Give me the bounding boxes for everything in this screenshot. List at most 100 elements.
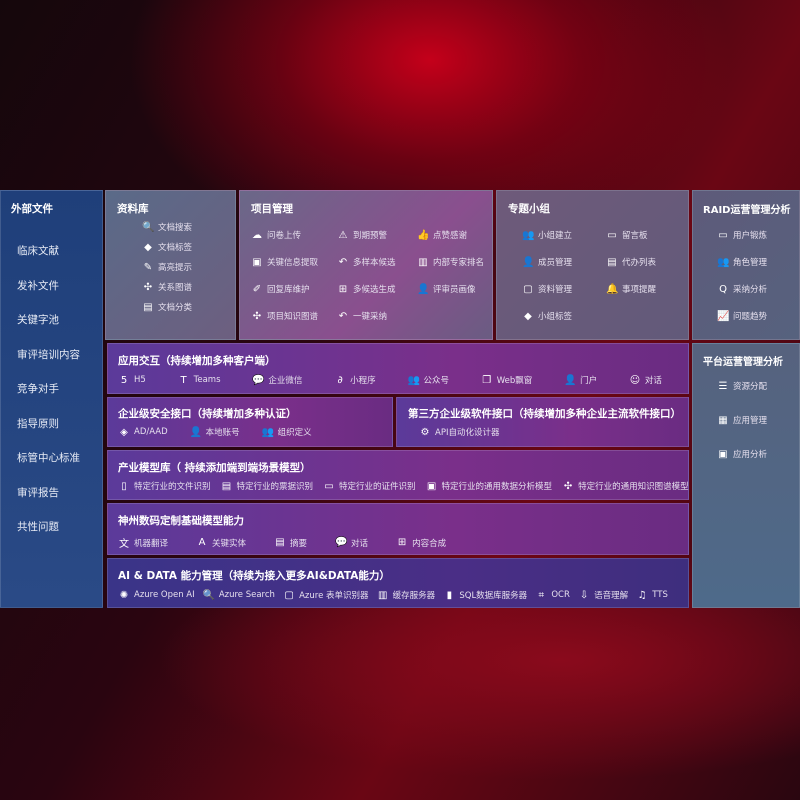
feature-label: 特定行业的证件识别 bbox=[339, 482, 416, 492]
feature-item[interactable]: ▣ 关键信息提取 bbox=[251, 256, 337, 269]
feature-item[interactable]: Q 采纳分析 bbox=[717, 283, 767, 296]
feature-item[interactable]: 🔔 事项提醒 bbox=[606, 283, 686, 296]
feature-item[interactable]: ▤ 摘要 bbox=[274, 535, 307, 550]
feature-item[interactable]: ✣ 项目知识图谱 bbox=[251, 310, 337, 323]
feature-item[interactable]: ▭ 特定行业的证件识别 bbox=[323, 480, 416, 493]
feature-item[interactable]: 🔍 Azure Search bbox=[203, 589, 275, 601]
external-file-item[interactable]: 标管中心标准 bbox=[17, 452, 80, 464]
feature-item[interactable]: ▭ 用户锻炼 bbox=[717, 229, 767, 242]
feature-item[interactable]: ◆ 文档标签 bbox=[142, 241, 192, 254]
feature-item[interactable]: ♫ TTS bbox=[636, 589, 668, 601]
feature-label: 到期预警 bbox=[353, 231, 388, 241]
feature-item[interactable]: ✣ 特定行业的通用知识图谱模型 bbox=[562, 480, 689, 493]
feature-item[interactable]: ✎ 高亮提示 bbox=[142, 261, 192, 274]
feature-item[interactable]: ▢ Azure 表单识别器 bbox=[283, 589, 369, 602]
ocr-icon: ⌗ bbox=[538, 589, 545, 601]
feature-item[interactable]: 👍 点赞感谢 bbox=[417, 229, 497, 242]
feature-item[interactable]: ☺ 对话 bbox=[629, 374, 662, 387]
feature-label: Azure 表单识别器 bbox=[299, 591, 369, 601]
feature-item[interactable]: 5 H5 bbox=[118, 374, 146, 386]
external-file-item[interactable]: 发补文件 bbox=[17, 279, 59, 292]
ranking-icon: ▥ bbox=[418, 256, 428, 268]
graph-icon: ✣ bbox=[143, 281, 153, 293]
base-panel: 神州数码定制基础模型能力 文机器翻译 A 关键实体 ▤ 摘要 💬 对话 ⊞ 内容合成 bbox=[107, 503, 689, 555]
window-icon: ❐ bbox=[482, 374, 492, 386]
data-icon: ▣ bbox=[426, 480, 437, 492]
external-file-item[interactable]: 审评培训内容 bbox=[17, 348, 80, 361]
feature-item[interactable]: 文机器翻译 bbox=[118, 535, 168, 551]
feature-label: OCR bbox=[551, 590, 570, 600]
feature-item[interactable]: 👤 门户 bbox=[564, 374, 597, 387]
portal-icon: 👤 bbox=[564, 374, 577, 386]
feature-label: 文档搜索 bbox=[158, 223, 193, 233]
feature-item[interactable]: ✐ 回复库维护 bbox=[251, 283, 337, 296]
feature-item[interactable]: ▥ 内部专家排名 bbox=[417, 256, 497, 269]
feature-item[interactable]: 👤 成员管理 bbox=[522, 256, 606, 269]
feature-item[interactable]: ▮ SQL数据库服务器 bbox=[443, 589, 528, 602]
external-file-item[interactable]: 审评报告 bbox=[17, 486, 59, 499]
feature-label: 代办列表 bbox=[622, 258, 657, 268]
external-file-item[interactable]: 临床文献 bbox=[17, 245, 59, 257]
security-panel: 企业级安全接口（持续增加多种认证） ◈ AD/AAD 👤 本地账号 👥 组织定义 bbox=[107, 397, 393, 447]
feature-item[interactable]: ⊞ 多候选生成 bbox=[337, 283, 417, 296]
feature-item[interactable]: A 关键实体 bbox=[196, 535, 246, 550]
pen-icon: ✎ bbox=[143, 261, 153, 273]
external-file-item[interactable]: 竞争对手 bbox=[17, 383, 59, 395]
external-file-item[interactable]: 关键字池 bbox=[17, 314, 59, 326]
feature-item[interactable]: ◈ AD/AAD bbox=[118, 426, 168, 438]
external-file-item[interactable]: 指导原则 bbox=[17, 417, 59, 430]
feature-item[interactable]: 👤 评审员画像 bbox=[417, 283, 497, 296]
feature-item[interactable]: ∂ 小程序 bbox=[334, 374, 376, 387]
feature-item[interactable]: 📈 问题趋势 bbox=[717, 310, 767, 323]
receipt-icon: ▤ bbox=[221, 480, 232, 492]
feature-item[interactable]: ▤ 代办列表 bbox=[606, 256, 686, 269]
feature-item[interactable]: 🔍 文档搜索 bbox=[142, 221, 193, 234]
feature-item[interactable]: ⚙ API自动化设计器 bbox=[419, 426, 500, 439]
cache-icon: ▥ bbox=[377, 589, 388, 601]
feature-item[interactable]: ▦ 应用管理 bbox=[717, 414, 767, 427]
feature-item[interactable]: ⊞ 内容合成 bbox=[396, 535, 446, 550]
feature-item[interactable]: ✺ Azure Open AI bbox=[118, 589, 195, 601]
feature-item[interactable]: ▣ 特定行业的通用数据分析模型 bbox=[426, 480, 552, 493]
feature-item[interactable]: 💬 企业微信 bbox=[252, 374, 302, 387]
ad-icon: ◈ bbox=[120, 426, 128, 438]
feature-item[interactable]: ▤ 特定行业的票据识别 bbox=[221, 480, 313, 493]
feature-item[interactable]: ▯ 特定行业的文件识别 bbox=[118, 480, 211, 493]
feature-item[interactable]: ⇩ 语音理解 bbox=[578, 589, 628, 602]
feature-item[interactable]: ☰ 资源分配 bbox=[717, 380, 768, 393]
feature-item[interactable]: 👤 本地账号 bbox=[190, 426, 240, 439]
feature-item[interactable]: ◆ 小组标签 bbox=[522, 310, 606, 323]
entity-icon: A bbox=[198, 537, 206, 548]
feature-item[interactable]: ▢ 资料管理 bbox=[522, 283, 606, 296]
feature-item[interactable]: ⌗ OCR bbox=[535, 589, 570, 601]
qa-icon: Q bbox=[719, 283, 727, 295]
feature-item[interactable]: T Teams bbox=[178, 374, 221, 386]
feature-item[interactable]: ✣ 关系图谱 bbox=[142, 281, 192, 294]
feature-item[interactable]: 👥 公众号 bbox=[407, 374, 449, 387]
feature-item[interactable]: ▥ 缓存服务器 bbox=[377, 589, 435, 602]
miniprogram-icon: ∂ bbox=[337, 374, 343, 386]
external-file-item[interactable]: 共性问题 bbox=[17, 521, 59, 533]
group-icon: 👥 bbox=[522, 229, 535, 241]
feature-item[interactable]: ▣ 应用分析 bbox=[717, 448, 767, 461]
apps-panel: 应用交互（持续增加多种客户端） 5 H5 T Teams 💬 企业微信 ∂ 小程序 👥 公众号 ❐ W… bbox=[107, 343, 689, 394]
feature-label: 特定行业的文件识别 bbox=[134, 482, 211, 492]
feature-item[interactable]: 👥 小组建立 bbox=[522, 229, 606, 242]
feature-item[interactable]: 💬 对话 bbox=[335, 535, 368, 550]
feature-item[interactable]: ↶ 一键采纳 bbox=[337, 310, 417, 323]
feature-item[interactable]: ❐ Web飘窗 bbox=[481, 374, 533, 387]
feature-label: 事项提醒 bbox=[622, 285, 657, 295]
feature-item[interactable]: ▭ 留言板 bbox=[606, 229, 686, 242]
feature-item[interactable]: ▤ 文档分类 bbox=[142, 301, 192, 314]
user-icon: 👤 bbox=[417, 283, 430, 295]
feature-item[interactable]: 👥 角色管理 bbox=[717, 256, 767, 269]
feature-label: Web飘窗 bbox=[496, 376, 533, 386]
docs-icon: ▤ bbox=[143, 301, 153, 313]
feature-label: 内容合成 bbox=[412, 538, 447, 549]
feature-item[interactable]: ⚠ 到期预警 bbox=[337, 229, 417, 242]
feature-item[interactable]: 👥 组织定义 bbox=[262, 426, 312, 439]
search-icon: 🔍 bbox=[202, 589, 216, 601]
feature-item[interactable]: ↶ 多样本候选 bbox=[337, 256, 417, 269]
feature-item[interactable]: ☁ 问卷上传 bbox=[251, 229, 337, 242]
alarm-icon: ⚠ bbox=[338, 229, 348, 241]
